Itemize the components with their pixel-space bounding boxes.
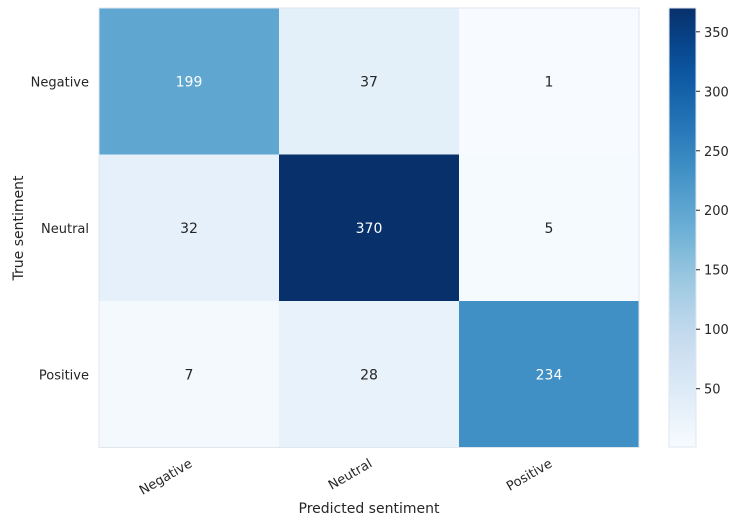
y-tick-label-1: Neutral xyxy=(41,222,89,237)
colorbar-tick-label-5: 300 xyxy=(704,85,729,100)
cell-value-r1-c1: 370 xyxy=(356,221,383,237)
heatmap-cell-r1-c0 xyxy=(99,154,280,302)
cell-value-r1-c2: 5 xyxy=(545,221,554,237)
cell-annotations: 199 37 1 32 370 5 7 28 234 xyxy=(176,74,563,383)
heatmap-cell-r0-c2 xyxy=(459,8,640,155)
cell-value-r0-c0: 199 xyxy=(176,74,203,90)
colorbar-tick-label-4: 250 xyxy=(704,145,729,160)
heatmap-cell-r2-c2 xyxy=(459,301,640,448)
x-axis-label: Predicted sentiment xyxy=(299,501,440,515)
y-axis-label: True sentiment xyxy=(11,175,27,281)
colorbar-tick-label-3: 200 xyxy=(704,204,729,219)
x-tick-label-0: Negative xyxy=(137,456,195,498)
heatmap-cells xyxy=(98,7,640,448)
cell-value-r0-c2: 1 xyxy=(545,74,554,90)
y-tick-labels: Negative Neutral Positive xyxy=(31,75,89,383)
heatmap-cell-r0-c1 xyxy=(279,8,460,155)
cell-value-r2-c0: 7 xyxy=(185,367,194,383)
heatmap-cell-r2-c1 xyxy=(279,301,460,448)
heatmap-cell-r2-c0 xyxy=(99,301,280,448)
cell-value-r0-c1: 37 xyxy=(360,74,378,90)
colorbar-tick-label-2: 150 xyxy=(704,264,729,279)
x-tick-label-1: Neutral xyxy=(326,456,375,493)
colorbar-tick-label-1: 100 xyxy=(704,323,729,338)
cell-value-r1-c0: 32 xyxy=(180,221,198,237)
y-tick-label-0: Negative xyxy=(31,75,89,90)
y-tick-label-2: Positive xyxy=(39,368,89,383)
matrix-border xyxy=(98,7,640,448)
x-tick-labels: Negative Neutral Positive xyxy=(137,456,555,498)
colorbar: 50 100 150 200 250 300 350 xyxy=(668,7,729,448)
heatmap-cell-r1-c2 xyxy=(459,154,640,302)
heatmap-cell-r1-c1 xyxy=(279,154,460,302)
x-tick-label-2: Positive xyxy=(504,456,555,494)
heatmap-cell-r0-c0 xyxy=(99,8,280,155)
colorbar-gradient xyxy=(668,7,697,448)
colorbar-tick-label-0: 50 xyxy=(704,383,721,398)
cell-value-r2-c2: 234 xyxy=(536,367,563,383)
colorbar-tick-label-6: 350 xyxy=(704,26,729,41)
cell-value-r2-c1: 28 xyxy=(360,367,378,383)
